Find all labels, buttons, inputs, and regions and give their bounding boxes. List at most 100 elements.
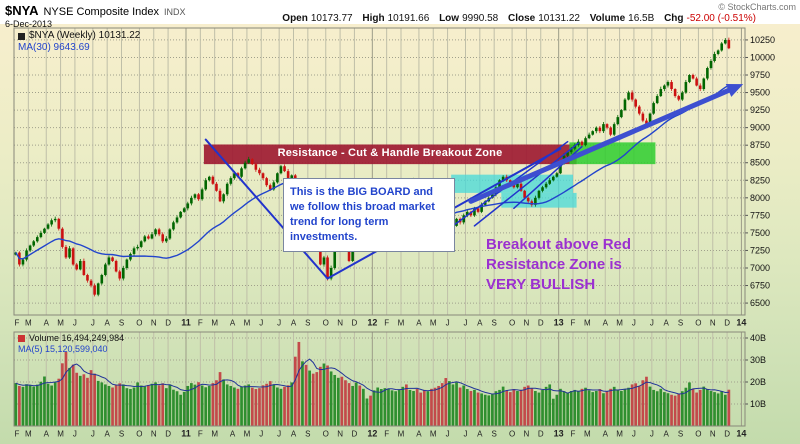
svg-text:10B: 10B (750, 399, 766, 409)
svg-text:A: A (44, 319, 50, 328)
chart-date: 6-Dec-2013 (5, 19, 53, 29)
svg-text:40B: 40B (750, 333, 766, 343)
svg-text:20B: 20B (750, 377, 766, 387)
breakout-note: Breakout above Red Resistance Zone is VE… (486, 236, 632, 293)
svg-text:6750: 6750 (750, 281, 770, 291)
svg-text:A: A (663, 319, 669, 328)
svg-text:7000: 7000 (750, 263, 770, 273)
svg-text:O: O (695, 430, 701, 439)
svg-text:14: 14 (736, 429, 746, 439)
svg-text:J: J (259, 430, 263, 439)
svg-text:F: F (384, 319, 389, 328)
svg-text:A: A (291, 319, 297, 328)
svg-text:A: A (230, 430, 236, 439)
svg-text:D: D (538, 430, 544, 439)
svg-text:J: J (632, 430, 636, 439)
svg-text:A: A (416, 319, 422, 328)
svg-text:N: N (524, 319, 530, 328)
chg-label: Chg (664, 13, 684, 24)
svg-text:9750: 9750 (750, 70, 770, 80)
copyright: © StockCharts.com (718, 2, 796, 12)
big-board-note: This is the BIG BOARD and we follow this… (283, 178, 455, 252)
panel-borders (13, 27, 746, 427)
svg-text:O: O (695, 319, 701, 328)
svg-text:M: M (244, 319, 251, 328)
price-axis-labels: 10250 10000 9750 9500 9250 9000 8750 8500 8250 80… (745, 35, 775, 308)
chg-value: -52.00 (-0.51%) (686, 13, 756, 24)
svg-text:J: J (650, 430, 654, 439)
svg-text:8000: 8000 (750, 193, 770, 203)
svg-text:M: M (430, 430, 437, 439)
svg-text:M: M (616, 430, 623, 439)
svg-text:A: A (291, 430, 297, 439)
svg-text:8250: 8250 (750, 175, 770, 185)
svg-text:8500: 8500 (750, 158, 770, 168)
svg-text:D: D (724, 319, 730, 328)
svg-text:A: A (603, 430, 609, 439)
svg-text:30B: 30B (750, 355, 766, 365)
svg-text:M: M (211, 430, 218, 439)
svg-text:S: S (119, 319, 124, 328)
volume-gridlines (14, 337, 745, 405)
svg-text:9000: 9000 (750, 123, 770, 133)
svg-text:6500: 6500 (750, 298, 770, 308)
svg-text:7250: 7250 (750, 245, 770, 255)
svg-text:11: 11 (181, 429, 191, 439)
volume-legend-swatch-icon (18, 335, 25, 342)
quote-line: Open 10173.77 High 10191.66 Low 9990.58 Clo… (282, 13, 756, 24)
svg-text:7750: 7750 (750, 210, 770, 220)
chart-title: $NYA NYSE Composite Index INDX (5, 3, 186, 18)
volume-value: 16.5B (628, 13, 655, 24)
svg-text:D: D (165, 319, 171, 328)
svg-text:M: M (584, 319, 591, 328)
volume-label: Volume (589, 13, 626, 24)
svg-text:A: A (477, 430, 483, 439)
svg-text:J: J (91, 319, 95, 328)
breakout-arrow (468, 84, 744, 204)
svg-text:N: N (524, 430, 530, 439)
svg-text:N: N (337, 430, 343, 439)
svg-text:J: J (277, 319, 281, 328)
resistance-zone (203, 144, 577, 165)
svg-text:S: S (305, 319, 310, 328)
svg-text:F: F (198, 430, 203, 439)
price-legend-text: $NYA (Weekly) 10131.22 (29, 30, 141, 41)
svg-text:M: M (244, 430, 251, 439)
svg-text:D: D (538, 319, 544, 328)
svg-text:D: D (165, 430, 171, 439)
low-value: 9990.58 (462, 13, 499, 24)
svg-text:10000: 10000 (750, 52, 775, 62)
exchange-tag: INDX (164, 7, 186, 17)
svg-text:10250: 10250 (750, 35, 775, 45)
ma30-legend-text: MA(30) 9643.69 (18, 42, 90, 53)
svg-text:D: D (352, 319, 358, 328)
high-label: High (362, 13, 385, 24)
month-gridlines (27, 28, 742, 426)
svg-text:9250: 9250 (750, 105, 770, 115)
svg-text:A: A (416, 430, 422, 439)
close-value: 10131.22 (538, 13, 580, 24)
svg-text:J: J (277, 430, 281, 439)
svg-text:S: S (678, 319, 683, 328)
svg-text:J: J (73, 319, 77, 328)
low-label: Low (439, 13, 460, 24)
svg-text:A: A (230, 319, 236, 328)
svg-text:M: M (25, 319, 32, 328)
svg-text:N: N (337, 319, 343, 328)
svg-text:J: J (446, 430, 450, 439)
svg-text:S: S (119, 430, 124, 439)
month-labels: FFMMAAMMJJJJAASSOONNDD1111FFMMAAMMJJJJAA… (15, 318, 747, 439)
open-label: Open (282, 13, 308, 24)
svg-text:J: J (446, 319, 450, 328)
price-legend-swatch-icon (18, 32, 25, 40)
svg-text:D: D (724, 430, 730, 439)
svg-text:A: A (104, 430, 110, 439)
svg-text:J: J (650, 319, 654, 328)
svg-text:J: J (73, 430, 77, 439)
svg-text:J: J (632, 319, 636, 328)
svg-text:M: M (584, 430, 591, 439)
svg-text:8750: 8750 (750, 140, 770, 150)
svg-text:S: S (491, 319, 496, 328)
resistance-zone-label: Resistance - Cut & Handle Breakout Zone (277, 147, 503, 159)
